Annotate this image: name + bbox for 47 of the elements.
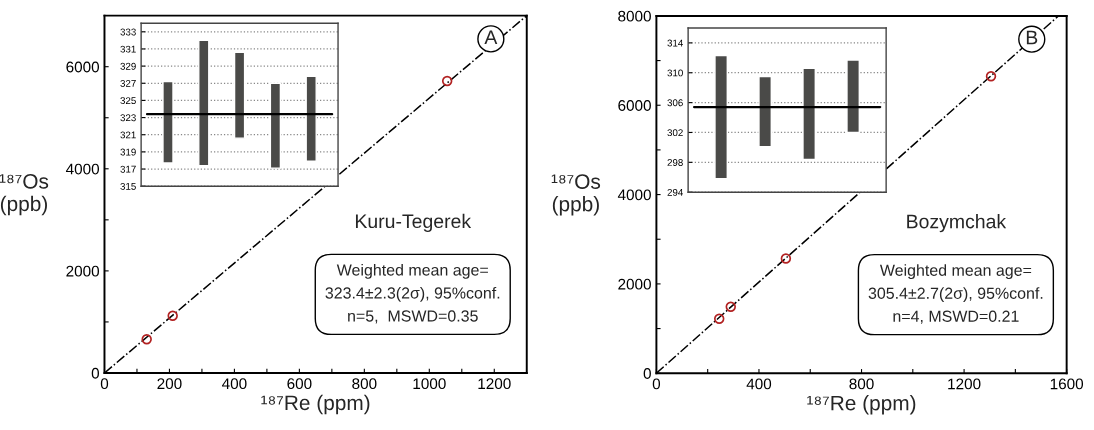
y-tick-label: 325 [120, 97, 136, 105]
y-tick-label: 0 [91, 367, 100, 379]
x-tick-label: 1200 [948, 378, 981, 390]
y-tick-label: 310 [667, 69, 683, 77]
y-tick-label: 2000 [618, 278, 651, 290]
annotation: Weighted mean age= 305.4±2.7(2σ), 95%conf. n=4, MSWD=0.21 [868, 264, 1043, 324]
y-tick-label: 321 [120, 131, 136, 139]
x-tick-label: 400 [746, 378, 772, 390]
y-tick-label: 6000 [618, 100, 651, 111]
y-tick-label: 314 [667, 39, 683, 47]
annotation: Kuru-Tegerek [355, 213, 472, 232]
x-tick-label: 400 [222, 378, 247, 390]
y-tick-label: 319 [120, 148, 136, 156]
x-tick-label: 600 [287, 378, 312, 390]
x-tick-label: 0 [652, 378, 661, 390]
y-tick-label: 294 [667, 188, 683, 196]
y-tick-label: 317 [120, 165, 136, 173]
x-tick-label: 0 [100, 378, 109, 390]
y-axis-title: ¹⁸⁷Os (ppb) [551, 174, 601, 216]
y-tick-label: 298 [667, 159, 683, 166]
x-tick-label: 1600 [1050, 378, 1084, 390]
y-tick-label: 331 [120, 45, 136, 53]
x-tick-label: 800 [352, 378, 377, 390]
x-tick-label: 1000 [413, 378, 446, 390]
y-tick-label: 8000 [618, 10, 651, 22]
y-tick-label: 315 [120, 182, 136, 190]
y-tick-label: 327 [120, 80, 136, 87]
y-tick-label: 4000 [65, 163, 100, 175]
y-tick-label: 6000 [66, 61, 100, 73]
y-axis-title: ¹⁸⁷Os (ppb) [0, 173, 49, 216]
x-tick-label: 800 [849, 378, 874, 390]
text: B [1026, 30, 1038, 45]
x-axis-title: ¹⁸⁷Re (ppm) [807, 395, 916, 415]
text: A [484, 30, 498, 44]
y-tick-label: 306 [667, 99, 683, 107]
y-tick-label: 4000 [617, 189, 651, 201]
y-tick-label: 333 [120, 28, 136, 36]
x-tick-label: 1200 [478, 378, 511, 390]
annotation: Weighted mean age= 323.4±2.3(2σ), 95%conf. n=5, MSWD=0.35 [325, 263, 500, 324]
y-tick-label: 0 [643, 368, 651, 379]
x-axis-title: ¹⁸⁷Re (ppm) [261, 394, 370, 415]
annotation: Bozymchak [907, 214, 1007, 233]
y-tick-label: 302 [667, 129, 683, 137]
y-tick-label: 329 [120, 62, 136, 70]
x-tick-label: 200 [157, 378, 182, 390]
y-tick-label: 2000 [66, 265, 100, 277]
y-tick-label: 323 [120, 114, 136, 122]
